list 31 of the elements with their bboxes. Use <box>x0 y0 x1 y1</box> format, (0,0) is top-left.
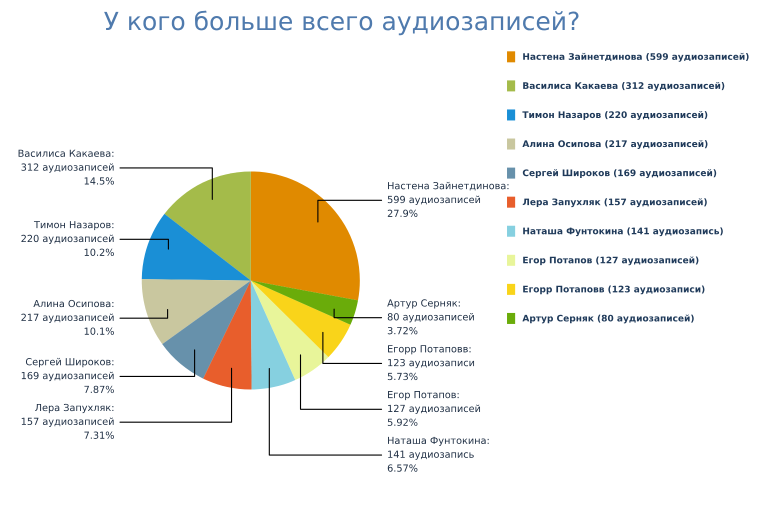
legend-label: Егор Потапов (127 аудиозаписей) <box>523 256 698 266</box>
data-label: Егорр Потаповв: 123 аудиозаписи 5.73% <box>388 345 474 380</box>
data-label: Тимон Назаров: 220 аудиозаписей 10.2% <box>21 221 114 256</box>
pie-slice <box>142 279 251 344</box>
pie-slice <box>250 280 358 325</box>
legend-label: Настена Зайнетдинова (599 аудиозаписей) <box>523 52 749 62</box>
legend-label: Тимон Назаров (220 аудиозаписей) <box>522 111 708 120</box>
data-label: Сергей Широков: 169 аудиозаписей 7.87% <box>22 358 114 394</box>
data-label: Егор Потапов: 127 аудиозаписей 5.92% <box>388 391 480 426</box>
data-label: Артур Серняк: 80 аудиозаписей 3.72% <box>387 299 474 334</box>
legend-label: Василиса Какаева (312 аудиозаписей) <box>523 82 724 91</box>
legend-label: Артур Серняк (80 аудиозаписей) <box>522 314 694 324</box>
pie-slice <box>142 214 251 280</box>
legend-label: Алина Осипова (217 аудиозаписей) <box>522 140 708 149</box>
data-label: Настена Зайнетдинова: 599 аудиозаписей 27.9% <box>388 182 508 218</box>
pie-slice <box>250 280 350 358</box>
pie-slice <box>164 171 251 280</box>
legend-label: Егорр Потаповв (123 аудиозаписи) <box>523 286 704 294</box>
pie-slice <box>203 280 252 390</box>
data-label: Василиса Какаева: 312 аудиозаписей 14.5% <box>18 150 114 185</box>
chart-title: У кого больше всего аудиозаписей? <box>104 10 579 36</box>
data-label: Наташа Фунтокина: 141 аудиозапись 6.57% <box>388 436 489 472</box>
pie-slice <box>250 280 296 390</box>
legend-label: Лера Запухляк (157 аудиозаписей) <box>522 198 707 208</box>
data-label: Лера Запухляк: 157 аудиозаписей 7.31% <box>22 404 114 439</box>
pie-slice <box>162 280 251 379</box>
legend-label: Наташа Фунтокина (141 аудиозапись) <box>523 227 723 236</box>
pie-slice <box>250 280 328 380</box>
legend-label: Сергей Широков (169 аудиозаписей) <box>522 169 716 178</box>
data-label: Алина Осипова: 217 аудиозаписей 10.1% <box>21 300 114 335</box>
pie-slice <box>250 171 360 300</box>
